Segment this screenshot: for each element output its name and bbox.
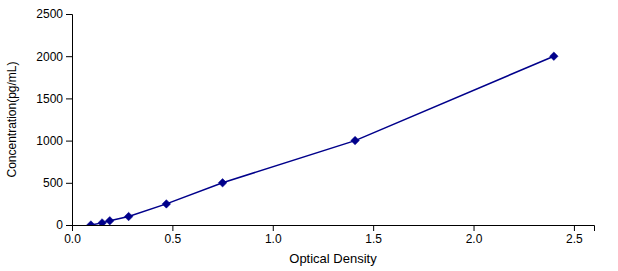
x-tick-mark bbox=[172, 225, 173, 231]
y-tick-label: 1000 bbox=[36, 134, 63, 148]
chart: 0.0 0.5 1.0 1.5 2.0 2.5 0 500 1000 1500 2000 2500 Op… bbox=[0, 0, 618, 271]
y-tick-label: 0 bbox=[56, 218, 63, 232]
y-tick-mark bbox=[66, 98, 72, 99]
y-axis-line bbox=[66, 15, 73, 226]
y-tick-mark bbox=[66, 183, 72, 184]
marker bbox=[162, 200, 170, 208]
marker bbox=[106, 217, 114, 225]
x-tick-label: 2.0 bbox=[466, 232, 483, 246]
x-tick: 0.5 bbox=[165, 225, 182, 246]
x-tick: 1.0 bbox=[265, 225, 282, 246]
marker bbox=[550, 52, 558, 60]
y-tick-mark bbox=[66, 14, 72, 15]
y-tick-label: 2500 bbox=[36, 7, 63, 21]
y-tick: 1000 bbox=[36, 134, 72, 148]
y-tick-mark bbox=[66, 225, 72, 226]
x-tick-mark bbox=[474, 225, 475, 231]
x-tick-label: 0.5 bbox=[165, 232, 182, 246]
y-tick-label: 2000 bbox=[36, 50, 63, 64]
x-tick: 2.0 bbox=[466, 225, 483, 246]
marker bbox=[351, 136, 359, 144]
line bbox=[91, 56, 554, 225]
x-tick: 2.5 bbox=[566, 225, 583, 246]
marker bbox=[98, 219, 106, 225]
x-axis-title: Optical Density bbox=[289, 251, 377, 266]
x-tick-label: 0.0 bbox=[64, 232, 81, 246]
y-tick-label: 1500 bbox=[36, 92, 63, 106]
x-tick: 0.0 bbox=[64, 225, 81, 246]
y-tick: 1500 bbox=[36, 92, 72, 106]
plot: 0.0 0.5 1.0 1.5 2.0 2.5 0 500 1000 1500 2000 2500 bbox=[36, 7, 594, 245]
x-axis: 0.0 0.5 1.0 1.5 2.0 2.5 bbox=[64, 225, 594, 246]
y-tick: 2500 bbox=[36, 7, 72, 21]
marker bbox=[218, 179, 226, 187]
x-tick-label: 2.5 bbox=[566, 232, 583, 246]
x-axis-line bbox=[73, 226, 595, 232]
y-axis: 0 500 1000 1500 2000 2500 bbox=[36, 7, 72, 232]
y-tick: 0 bbox=[56, 218, 72, 232]
x-tick-mark bbox=[373, 225, 374, 231]
marks bbox=[87, 52, 558, 225]
marker bbox=[124, 212, 132, 220]
x-tick-label: 1.5 bbox=[365, 232, 382, 246]
y-tick-label: 500 bbox=[43, 176, 63, 190]
y-tick: 2000 bbox=[36, 50, 72, 64]
y-tick: 500 bbox=[43, 176, 72, 190]
y-axis-title: Concentration(pg/mL) bbox=[5, 61, 19, 177]
marker bbox=[87, 221, 95, 225]
y-tick-mark bbox=[66, 56, 72, 57]
x-tick-label: 1.0 bbox=[265, 232, 282, 246]
y-tick-mark bbox=[66, 141, 72, 142]
x-tick: 1.5 bbox=[365, 225, 382, 246]
x-tick-mark bbox=[574, 225, 575, 231]
x-tick-mark bbox=[273, 225, 274, 231]
